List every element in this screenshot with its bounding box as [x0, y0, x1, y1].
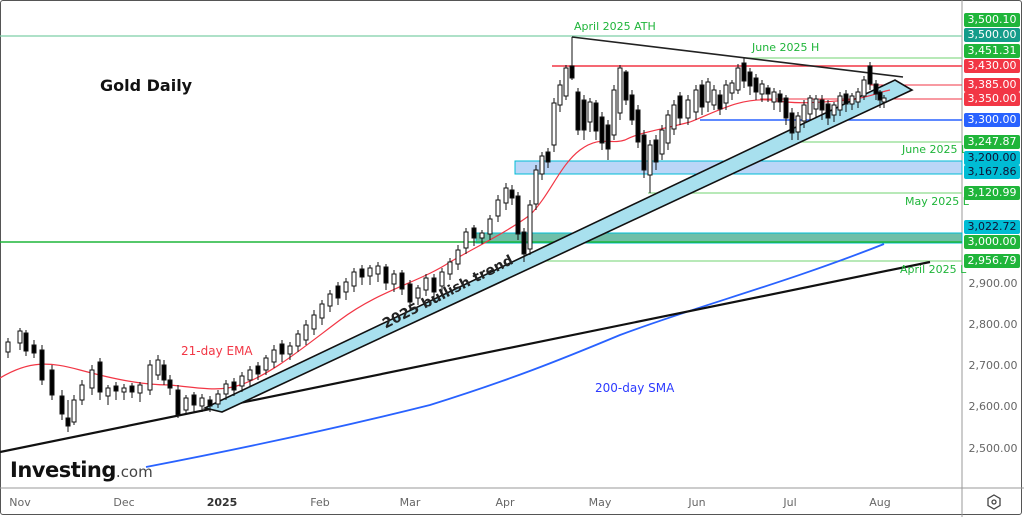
sma-200-line — [145, 243, 885, 468]
y-tick-2600: 2,600.00 — [968, 400, 1018, 413]
annotation-june-low: June 2025 L — [902, 143, 968, 156]
price-tag-3451-31: 3,451.31 — [964, 44, 1020, 58]
x-label-2025: 2025 — [206, 496, 238, 509]
x-label-dec: Dec — [113, 496, 135, 509]
settings-icon[interactable] — [986, 494, 1002, 510]
y-tick-2700: 2,700.00 — [968, 359, 1018, 372]
bullish-trend-channel — [202, 79, 914, 413]
x-label-nov: Nov — [9, 496, 31, 509]
investing-logo: Investing.com — [10, 458, 153, 482]
x-label-feb: Feb — [310, 496, 330, 509]
logo-name: Investing — [10, 458, 116, 482]
y-tick-2800: 2,800.00 — [968, 318, 1018, 331]
logo-suffix: .com — [115, 463, 153, 481]
price-tag-3350: 3,350.00 — [964, 92, 1020, 106]
price-tag-3120: 3,120.99 — [964, 186, 1020, 200]
x-label-aug: Aug — [869, 496, 891, 509]
price-tag-3000: 3,000.00 — [964, 235, 1020, 249]
x-label-mar: Mar — [399, 496, 421, 509]
annotation-may-low: May 2025 L — [905, 195, 969, 208]
price-tag-3300: 3,300.00 — [964, 113, 1020, 127]
price-tag-3167: 3,167.86 — [964, 165, 1020, 179]
annotation-ath: April 2025 ATH — [574, 20, 656, 33]
price-tag-3247: 3,247.87 — [964, 135, 1020, 149]
chart-title: Gold Daily — [100, 76, 193, 95]
annotation-april-low: April 2025 L — [900, 263, 967, 276]
price-tag-3500-00: 3,500.00 — [964, 28, 1020, 42]
price-tag-3385: 3,385.00 — [964, 78, 1020, 92]
descending-trendline — [571, 36, 904, 78]
x-label-jul: Jul — [783, 496, 797, 509]
annotation-sma: 200-day SMA — [595, 381, 675, 395]
y-tick-2900: 2,900.00 — [968, 277, 1018, 290]
x-label-jun: Jun — [688, 496, 706, 509]
price-tag-3200: 3,200.00 — [964, 151, 1020, 165]
price-tag-3022: 3,022.72 — [964, 220, 1020, 234]
long-term-trendline — [0, 260, 931, 454]
price-tag-2956: 2,956.79 — [964, 254, 1020, 268]
price-tag-3430: 3,430.00 — [964, 59, 1020, 73]
x-label-may: May — [588, 496, 612, 509]
annotation-ema: 21-day EMA — [181, 344, 253, 358]
price-tag-3500-10: 3,500.10 — [964, 13, 1020, 27]
x-label-apr: Apr — [495, 496, 515, 509]
y-tick-2500: 2,500.00 — [968, 442, 1018, 455]
annotation-june-high: June 2025 H — [752, 41, 820, 54]
candlesticks — [5, 37, 887, 432]
